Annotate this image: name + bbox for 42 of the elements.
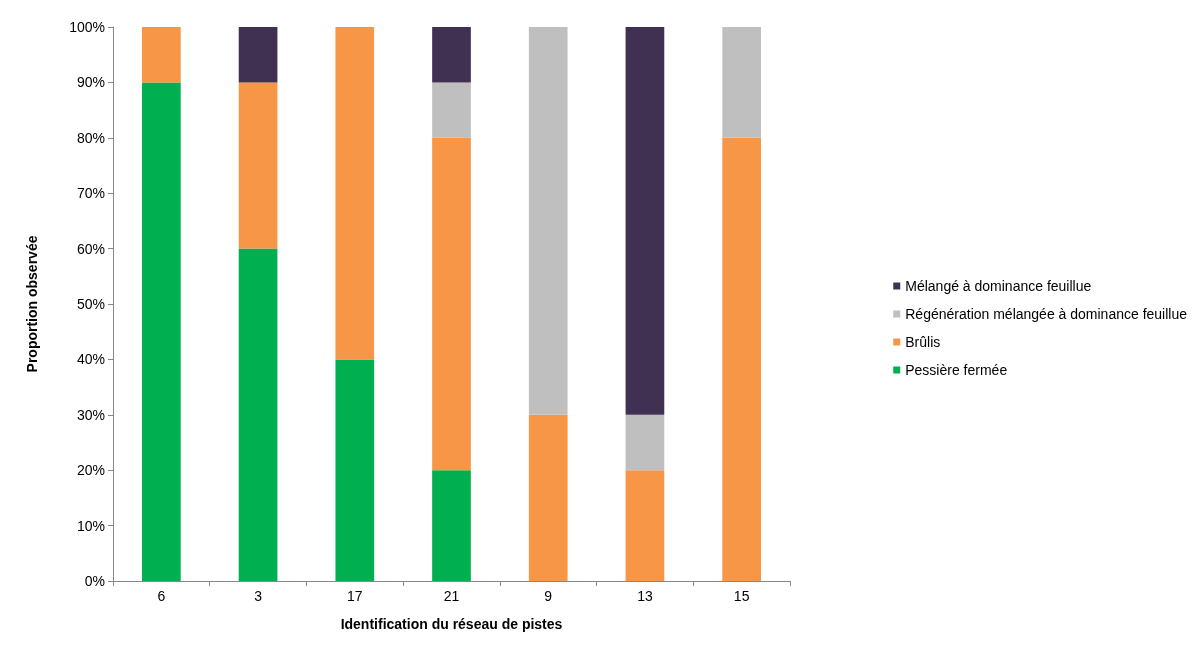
y-tick-label: 70%: [76, 185, 105, 202]
y-tick-label: 50%: [76, 296, 105, 312]
y-tick-label: 90%: [76, 74, 105, 91]
x-tick-label: 21: [443, 588, 460, 604]
x-tick-label: 13: [637, 588, 653, 604]
bar: [625, 470, 665, 581]
y-tick-label: 60%: [76, 240, 105, 257]
y-tick-label: 20%: [76, 462, 105, 479]
bar: [625, 27, 665, 415]
bar: [722, 27, 761, 138]
y-axis-title: Proportion observée: [24, 235, 40, 373]
y-tick-label: 80%: [76, 129, 105, 146]
y-tick-label: 0%: [84, 573, 105, 589]
bar: [432, 470, 471, 581]
bar: [432, 27, 471, 83]
x-tick-label: 6: [157, 588, 166, 604]
legend-label: Pessière fermée: [905, 362, 1008, 378]
y-tick-label: 30%: [76, 406, 105, 423]
x-tick-label: 15: [733, 588, 750, 604]
bar: [528, 414, 568, 581]
legend-label: Mélangé à dominance feuillue: [905, 278, 1092, 294]
y-tick-label: 40%: [76, 351, 105, 368]
y-tick-label: 100%: [69, 19, 105, 35]
bar: [238, 82, 278, 249]
legend-label: Régénération mélangée à dominance feuillue: [905, 306, 1188, 322]
bar: [335, 359, 375, 581]
x-tick-label: 3: [254, 588, 263, 604]
x-tick-label: 17: [347, 588, 363, 604]
bar: [335, 27, 375, 360]
bar: [142, 27, 181, 83]
bar: [238, 248, 278, 581]
bar: [432, 137, 471, 471]
bar: [432, 82, 471, 138]
bar: [722, 137, 761, 581]
bar: [625, 414, 665, 471]
bar: [528, 27, 568, 415]
bar: [142, 82, 181, 581]
bar: [238, 27, 278, 83]
x-axis-title: Identification du réseau de pistes: [340, 616, 563, 632]
legend-label: Brûlis: [905, 334, 941, 350]
y-tick-label: 10%: [76, 517, 105, 534]
x-tick-label: 9: [544, 588, 553, 604]
